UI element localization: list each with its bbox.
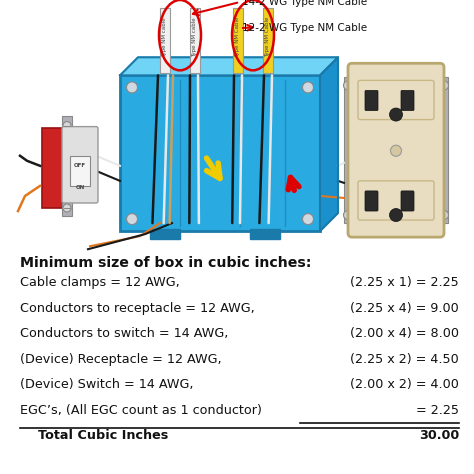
Bar: [440, 77, 448, 223]
Bar: [263, 8, 273, 73]
Circle shape: [127, 213, 137, 225]
Bar: [70, 156, 90, 186]
Polygon shape: [320, 57, 338, 231]
Text: OFF: OFF: [74, 164, 86, 168]
Circle shape: [344, 210, 353, 219]
Text: 14-2 WG Type NM Cable: 14-2 WG Type NM Cable: [242, 0, 367, 7]
Bar: [160, 8, 170, 73]
Text: Minimum size of box in cubic inches:: Minimum size of box in cubic inches:: [19, 256, 311, 270]
Circle shape: [63, 204, 71, 212]
Text: Type NM cable: Type NM cable: [163, 18, 167, 57]
Text: 12-2 WG Type NM Cable: 12-2 WG Type NM Cable: [242, 23, 367, 33]
Text: Conductors to switch = 14 AWG,: Conductors to switch = 14 AWG,: [19, 327, 228, 340]
FancyBboxPatch shape: [401, 91, 414, 110]
Circle shape: [390, 209, 402, 221]
Text: Total Cubic Inches: Total Cubic Inches: [19, 429, 168, 442]
Circle shape: [439, 81, 448, 90]
Text: ON: ON: [75, 185, 85, 191]
FancyBboxPatch shape: [348, 64, 444, 237]
Circle shape: [391, 145, 401, 156]
Text: (Device) Receptacle = 12 AWG,: (Device) Receptacle = 12 AWG,: [19, 353, 221, 366]
Text: Type NM Cable: Type NM Cable: [236, 17, 240, 57]
FancyBboxPatch shape: [365, 191, 378, 211]
FancyBboxPatch shape: [62, 127, 98, 203]
Circle shape: [439, 210, 448, 219]
Circle shape: [302, 213, 313, 225]
Text: (Device) Switch = 14 AWG,: (Device) Switch = 14 AWG,: [19, 378, 193, 391]
Bar: [344, 77, 352, 223]
Bar: [190, 8, 200, 73]
Circle shape: [302, 82, 313, 93]
Text: (2.25 x 4) = 9.00: (2.25 x 4) = 9.00: [350, 302, 459, 315]
Text: (2.00 x 2) = 4.00: (2.00 x 2) = 4.00: [350, 378, 459, 391]
Text: (2.25 x 2) = 4.50: (2.25 x 2) = 4.50: [350, 353, 459, 366]
Text: Type NM cable: Type NM cable: [192, 18, 198, 57]
FancyBboxPatch shape: [365, 91, 378, 110]
Text: Type NM Cable: Type NM Cable: [265, 17, 271, 57]
Circle shape: [390, 108, 402, 121]
Text: (2.25 x 1) = 2.25: (2.25 x 1) = 2.25: [350, 276, 459, 289]
Text: (2.00 x 4) = 8.00: (2.00 x 4) = 8.00: [350, 327, 459, 340]
Text: Cable clamps = 12 AWG,: Cable clamps = 12 AWG,: [19, 276, 179, 289]
Polygon shape: [120, 57, 338, 75]
Text: EGC’s, (All EGC count as 1 conductor): EGC’s, (All EGC count as 1 conductor): [19, 404, 261, 417]
Bar: [120, 75, 320, 231]
Bar: [42, 128, 64, 208]
Circle shape: [344, 81, 353, 90]
Text: Conductors to receptacle = 12 AWG,: Conductors to receptacle = 12 AWG,: [19, 302, 254, 315]
Circle shape: [63, 122, 71, 129]
FancyBboxPatch shape: [401, 191, 414, 211]
Text: = 2.25: = 2.25: [416, 404, 459, 417]
Circle shape: [127, 82, 137, 93]
Bar: [62, 116, 72, 216]
Bar: [250, 229, 280, 239]
Text: 30.00: 30.00: [419, 429, 459, 442]
Bar: [233, 8, 243, 73]
Bar: [150, 229, 180, 239]
